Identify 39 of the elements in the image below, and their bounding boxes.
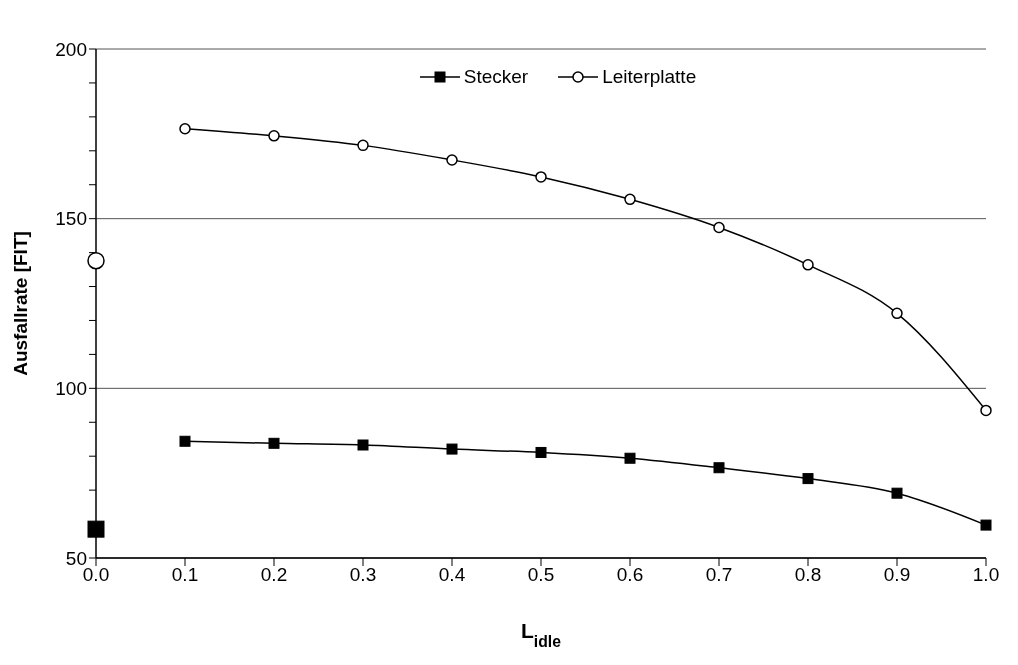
point [535,171,547,183]
y-tick-label: 200 [55,38,87,60]
point [713,462,725,474]
point [802,473,814,485]
point [179,435,191,447]
x-tick-label: 0.2 [260,564,288,586]
point [357,139,369,152]
point [980,519,992,531]
y-tick-label: 100 [55,378,87,400]
x-tick-label: 0.5 [527,564,555,586]
point [268,437,280,449]
x-axis-title: L$_{idle}$ [521,619,562,650]
x-tick-label: 0.7 [705,564,733,586]
point [446,443,458,455]
point [891,487,903,499]
x-tick-label: 0.8 [794,564,822,586]
x-tick-label: 1.0 [972,564,1000,586]
point [980,404,992,417]
point [535,446,547,458]
point [802,259,814,271]
point [87,251,105,270]
x-tick-label: 0.4 [438,564,466,586]
point [179,122,191,135]
x-tick-label: 0.1 [171,564,199,586]
legend-label: Leiterplatte [602,66,697,88]
point [446,154,458,166]
point [268,130,280,142]
point [713,221,725,234]
x-tick-label: 0.3 [349,564,377,586]
point [891,307,903,320]
y-axis-title: Ausfallrate [FIT] [9,231,31,376]
x-tick-label: 0.6 [616,564,644,586]
y-tick-label: 150 [55,208,87,230]
x-tick-label: 0.9 [883,564,911,586]
point [624,193,636,206]
point [357,439,369,451]
legend-label: Stecker [463,66,529,88]
point [624,452,636,464]
point [87,520,105,538]
